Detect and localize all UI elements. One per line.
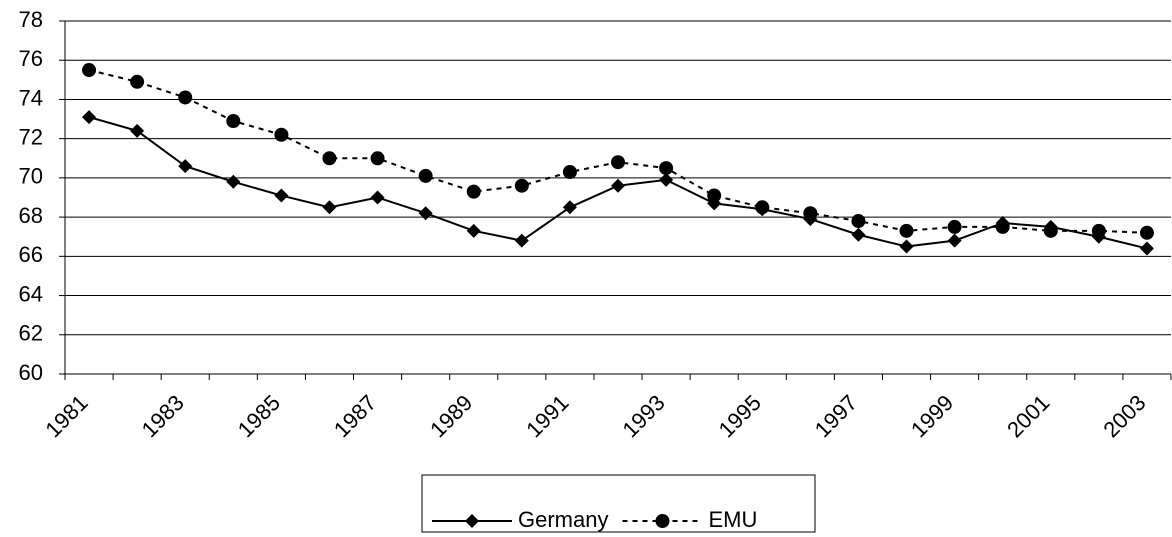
y-tick-label: 60 [19,360,43,385]
marker [803,206,818,221]
x-tick-label: 1989 [425,390,477,442]
marker [226,174,241,189]
x-tick-label: 1983 [137,390,189,442]
marker [370,190,385,205]
y-tick-label: 76 [19,46,43,71]
marker [562,165,577,180]
x-tick-label: 1985 [233,390,285,442]
y-tick-label: 66 [19,242,43,267]
marker [130,123,145,138]
marker [611,155,625,170]
marker [1139,241,1154,256]
marker [899,223,914,238]
legend-label: Germany [518,507,608,532]
marker [514,233,529,248]
marker [655,514,670,528]
marker [995,219,1010,234]
marker [562,200,577,215]
marker [130,74,145,89]
x-tick-label: 2003 [1098,390,1150,442]
marker [1139,225,1154,240]
marker [178,90,193,105]
marker [514,178,529,193]
legend-box [421,474,816,533]
y-tick-label: 64 [19,281,43,306]
y-tick-label: 78 [19,7,43,32]
marker [226,114,241,129]
x-tick-label: 1999 [906,390,958,442]
series-line [88,69,1148,234]
marker [947,219,962,234]
marker [466,184,481,199]
y-tick-label: 74 [19,85,43,110]
marker [707,188,722,203]
marker [1043,223,1058,238]
x-tick-label: 1995 [714,390,766,442]
marker [465,514,479,528]
marker [851,214,866,229]
y-tick-label: 68 [19,203,43,228]
marker [755,200,770,215]
marker [178,159,193,174]
marker [611,178,625,193]
marker [274,127,289,142]
marker [851,227,866,242]
x-tick-label: 1991 [521,390,573,442]
marker [659,161,674,176]
marker [418,168,433,183]
marker [418,206,433,221]
marker [274,188,289,203]
marker [322,200,337,215]
x-tick-label: 1987 [329,390,381,442]
y-tick-label: 70 [19,164,43,189]
marker [82,110,97,125]
x-tick-label: 1981 [40,390,92,442]
marker [1091,223,1106,238]
marker [466,223,481,238]
marker [899,239,914,254]
marker [370,151,385,166]
legend: Germany EMU [421,474,816,533]
x-tick-label: 1997 [810,390,862,442]
legend-label: EMU [708,507,757,532]
x-tick-label: 1993 [617,390,669,442]
marker [82,63,97,78]
x-tick-label: 2001 [1002,390,1054,442]
y-tick-label: 72 [19,124,43,149]
marker [947,233,962,248]
marker [322,151,337,166]
marker [659,172,674,187]
y-tick-label: 62 [19,321,43,346]
